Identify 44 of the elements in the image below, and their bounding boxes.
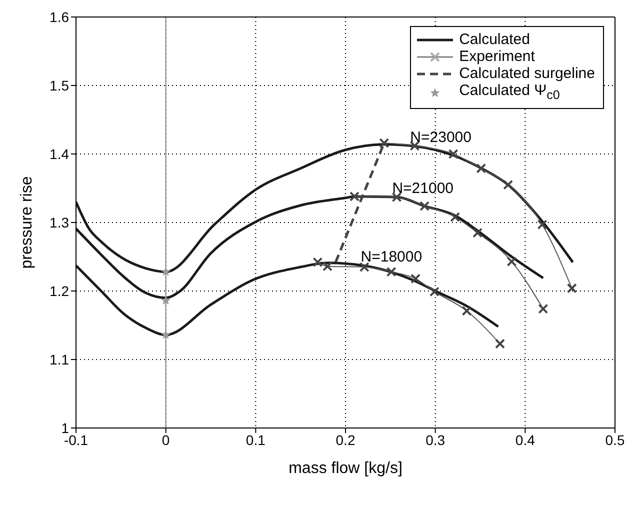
point	[386, 266, 396, 277]
y-tick-label: 1.4	[50, 146, 70, 162]
point	[476, 163, 486, 174]
point	[322, 261, 333, 272]
point	[410, 274, 421, 284]
x-tick-label: 0.4	[515, 432, 536, 448]
point	[349, 191, 360, 202]
y-tick-label: 1.2	[50, 282, 70, 299]
y-tick-label: 1.1	[50, 351, 70, 368]
point	[566, 283, 577, 294]
point	[359, 262, 370, 272]
point	[448, 149, 458, 159]
annotation: N=21000	[392, 180, 454, 198]
y-tick-label: 1.5	[50, 77, 70, 94]
point	[472, 228, 483, 238]
point	[462, 306, 472, 316]
x-tick-label: 0.2	[336, 432, 356, 448]
point	[537, 220, 548, 230]
legend-label: Calculated surgeline	[459, 65, 595, 82]
point	[420, 201, 430, 212]
point	[312, 257, 323, 268]
point	[161, 330, 171, 339]
point	[450, 212, 460, 222]
legend-label: Experiment	[459, 48, 535, 65]
point	[506, 256, 517, 267]
legend-label: Calculated Ψ$_{c0}$	[459, 82, 560, 104]
point	[161, 266, 171, 276]
y-tick-label: 1.3	[50, 214, 70, 230]
y-axis-title: pressure rise	[18, 176, 36, 269]
annotation: N=23000	[410, 128, 472, 146]
x-tick-label: 0.5	[605, 432, 625, 448]
point	[538, 304, 548, 314]
point	[495, 338, 506, 349]
x-axis-title: mass flow [kg/s]	[288, 460, 402, 477]
point	[161, 296, 171, 305]
point	[429, 286, 440, 297]
annotation: N=18000	[360, 248, 422, 266]
x-tick-label: 0.3	[426, 432, 446, 448]
point	[503, 180, 514, 190]
legend-label: Calculated	[459, 31, 530, 48]
point	[379, 138, 390, 148]
x-tick-label: 0	[162, 432, 170, 448]
x-tick-label: 0.1	[246, 432, 266, 448]
y-tick-label: 1.6	[50, 8, 70, 25]
